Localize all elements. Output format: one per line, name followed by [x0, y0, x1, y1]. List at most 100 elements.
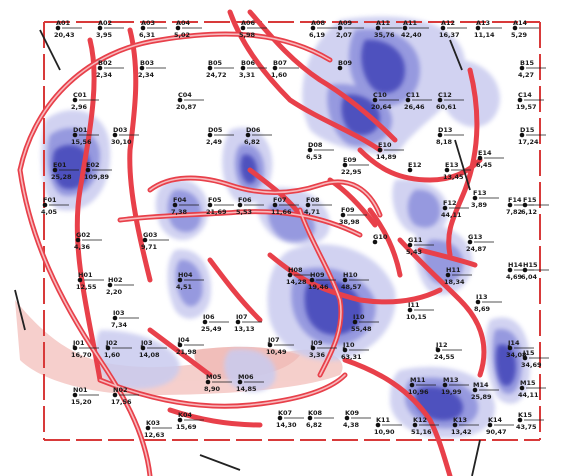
point-marker: [407, 167, 413, 173]
point-id-label: I10: [353, 313, 365, 321]
sample-point: C14 19,57: [516, 91, 544, 111]
point-marker: [177, 342, 183, 348]
point-marker: [372, 97, 378, 103]
sample-point: J09 3,36: [309, 339, 337, 359]
point-value-label: 3,89: [471, 201, 488, 209]
sample-point: C10 20,64: [371, 91, 399, 111]
point-id-label: G13: [468, 233, 482, 241]
point-marker: [107, 282, 113, 288]
point-value-label: 109,89: [84, 173, 110, 181]
point-value-label: 2,34: [96, 71, 113, 79]
sample-point: J03 14,08: [139, 339, 167, 359]
sample-point: K03 12,63: [144, 419, 172, 439]
point-id-label: M14: [473, 381, 489, 389]
point-marker: [72, 392, 78, 398]
point-marker: [519, 132, 525, 138]
sample-point: D01 15,56: [71, 126, 99, 146]
sample-point: A11 35,76: [374, 19, 402, 39]
sample-point: F04 7,38: [171, 196, 199, 216]
point-value-label: 26,46: [404, 103, 425, 111]
point-marker: [475, 299, 481, 305]
sample-point: I06 25,49: [201, 313, 229, 333]
point-value-label: 14,28: [286, 278, 307, 286]
point-id-label: F05: [208, 196, 222, 204]
point-marker: [177, 277, 183, 283]
point-id-label: J09: [310, 339, 323, 347]
point-marker: [437, 97, 443, 103]
point-value-label: 14,85: [236, 385, 257, 393]
point-id-label: C10: [373, 91, 387, 99]
point-id-label: D08: [308, 141, 323, 149]
point-marker: [235, 319, 241, 325]
sample-point: K11 10,90: [374, 416, 402, 436]
point-value-label: 44,11: [441, 211, 462, 219]
sample-point: F12 44,11: [441, 199, 469, 219]
point-value-label: 12,63: [144, 431, 165, 439]
sample-point: A08 6,19: [309, 19, 337, 39]
point-value-label: 5,29: [511, 31, 528, 39]
point-value-label: 35,76: [374, 31, 395, 39]
sample-point: A14 5,29: [511, 19, 539, 39]
point-marker: [72, 345, 78, 351]
point-id-label: E10: [378, 141, 392, 149]
point-marker: [407, 242, 413, 248]
sample-point: B15 4,27: [518, 59, 546, 79]
point-value-label: 4,05: [41, 208, 58, 216]
fault-lines: [17, 9, 487, 476]
point-id-label: E01: [53, 161, 67, 169]
point-id-label: H11: [446, 266, 461, 274]
point-marker: [472, 387, 478, 393]
point-marker: [442, 382, 448, 388]
point-marker: [342, 277, 348, 283]
sample-point: N02 17,56: [111, 386, 139, 406]
lineaments: [14, 29, 481, 476]
point-value-label: 34,69: [521, 361, 542, 369]
point-marker: [442, 205, 448, 211]
point-marker: [105, 345, 111, 351]
point-id-label: M05: [206, 373, 222, 381]
point-id-label: F08: [306, 196, 320, 204]
point-marker: [202, 319, 208, 325]
point-marker: [287, 272, 293, 278]
point-marker: [519, 385, 525, 391]
sample-point: A12 16,37: [439, 19, 467, 39]
point-marker: [307, 415, 313, 421]
point-marker: [177, 97, 183, 103]
point-id-label: J10: [342, 341, 355, 349]
sample-point: N01 15,20: [71, 386, 99, 406]
sample-point: F13 3,89: [471, 189, 499, 209]
point-value-label: 34,08: [506, 351, 527, 359]
point-marker: [407, 307, 413, 313]
point-marker: [512, 25, 518, 31]
point-value-label: 15,56: [71, 138, 92, 146]
sample-point: J14 34,08: [506, 339, 534, 359]
point-id-label: G11: [408, 236, 423, 244]
point-value-label: 10,90: [374, 428, 395, 436]
point-value-label: 24,87: [466, 245, 487, 253]
point-value-label: 1,60: [271, 71, 288, 79]
point-value-label: 44,11: [518, 391, 539, 399]
point-id-label: B09: [338, 59, 352, 67]
point-value-label: 3,95: [96, 31, 113, 39]
sample-point: G11 5,43: [406, 236, 434, 256]
point-id-label: H02: [108, 276, 123, 284]
sample-point: D13 8,18: [436, 126, 464, 146]
point-marker: [337, 25, 343, 31]
point-value-label: 2,20: [106, 288, 123, 296]
sample-point: A01 20,43: [54, 19, 82, 39]
sample-point: A13 11,14: [474, 19, 502, 39]
point-marker: [519, 65, 525, 71]
point-marker: [444, 167, 450, 173]
sample-points: A01 20,43 A02 3,95 A03 6,31 A04 5,02 A06 5,98 A08 6…: [41, 19, 549, 439]
point-id-label: D03: [113, 126, 127, 134]
sample-point: A09 2,07: [336, 19, 364, 39]
point-value-label: 22,95: [341, 168, 362, 176]
point-marker: [305, 202, 311, 208]
sample-point: A04 5,02: [174, 19, 202, 39]
point-value-label: 2,07: [336, 31, 352, 39]
point-marker: [307, 147, 313, 153]
point-id-label: H15: [523, 261, 538, 269]
sample-point: E02 109,89: [84, 161, 112, 181]
point-id-label: C04: [178, 91, 192, 99]
